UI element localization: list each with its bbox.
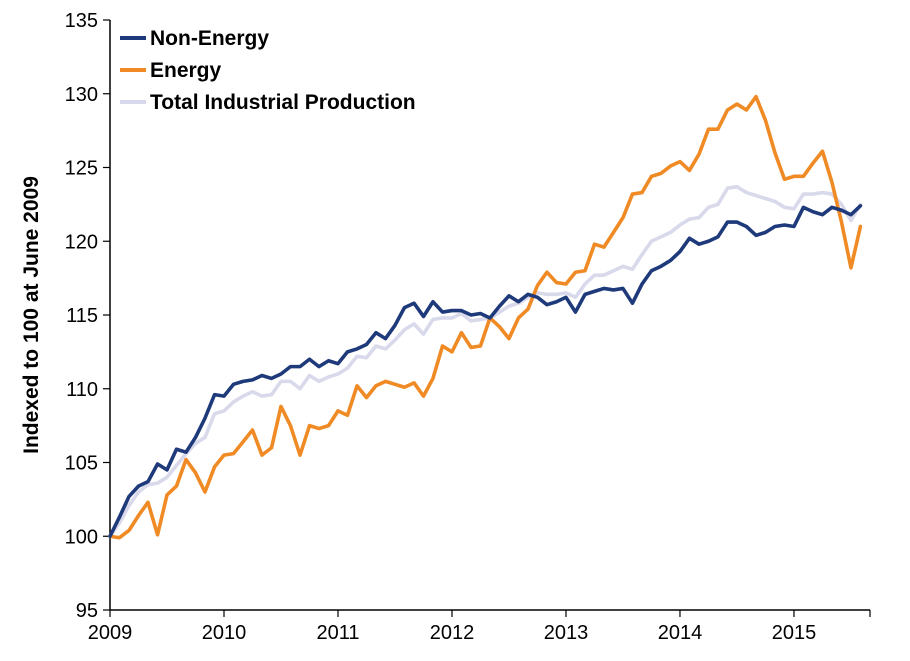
x-axis: 2009 2010 2011 2012 2013 2014 2015 xyxy=(88,609,871,644)
y-tick-label: 130 xyxy=(65,84,98,106)
series-line-total-industrial-production xyxy=(108,184,863,539)
y-tick-label: 120 xyxy=(65,231,98,253)
x-tick-label: 2013 xyxy=(544,622,589,644)
series-line-energy xyxy=(108,94,863,540)
y-tick-label: 115 xyxy=(66,305,98,327)
x-tick-label: 2014 xyxy=(658,622,703,644)
x-tick-label: 2015 xyxy=(772,622,817,644)
y-axis: 95 100 105 110 115 120 125 130 135 xyxy=(65,10,111,622)
series-layer xyxy=(108,94,863,540)
y-tick-label: 105 xyxy=(65,453,98,475)
series-line-non-energy xyxy=(108,204,863,539)
legend-label-non-energy: Non-Energy xyxy=(150,27,269,50)
y-tick-label: 135 xyxy=(65,10,98,32)
x-tick-label: 2011 xyxy=(316,622,359,644)
legend-label-total-industrial-production: Total Industrial Production xyxy=(150,91,416,114)
y-tick-label: 110 xyxy=(66,379,98,401)
y-axis-title: Indexed to 100 at June 2009 xyxy=(20,176,43,454)
legend: Non-Energy Energy Total Industrial Product… xyxy=(120,27,416,114)
y-tick-label: 100 xyxy=(65,526,98,548)
y-tick-label: 95 xyxy=(76,600,98,622)
y-tick-label: 125 xyxy=(65,158,98,180)
legend-label-energy: Energy xyxy=(150,59,222,82)
x-tick-label: 2012 xyxy=(430,622,475,644)
x-tick-label: 2010 xyxy=(202,622,247,644)
x-tick-label: 2009 xyxy=(88,622,133,644)
